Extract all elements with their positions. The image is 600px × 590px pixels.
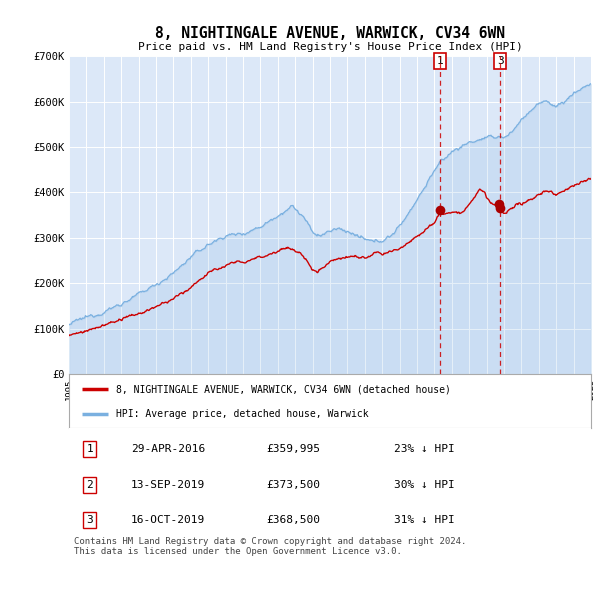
Text: 3: 3	[497, 56, 504, 66]
Text: 1: 1	[437, 56, 443, 66]
Text: 23% ↓ HPI: 23% ↓ HPI	[394, 444, 454, 454]
Text: 2: 2	[86, 480, 93, 490]
Text: £373,500: £373,500	[266, 480, 320, 490]
Text: 29-APR-2016: 29-APR-2016	[131, 444, 205, 454]
Text: 8, NIGHTINGALE AVENUE, WARWICK, CV34 6WN: 8, NIGHTINGALE AVENUE, WARWICK, CV34 6WN	[155, 26, 505, 41]
Text: 13-SEP-2019: 13-SEP-2019	[131, 480, 205, 490]
Text: Price paid vs. HM Land Registry's House Price Index (HPI): Price paid vs. HM Land Registry's House …	[137, 42, 523, 53]
Text: HPI: Average price, detached house, Warwick: HPI: Average price, detached house, Warw…	[116, 409, 368, 419]
Text: 16-OCT-2019: 16-OCT-2019	[131, 515, 205, 525]
Text: £368,500: £368,500	[266, 515, 320, 525]
Text: 31% ↓ HPI: 31% ↓ HPI	[394, 515, 454, 525]
Text: 8, NIGHTINGALE AVENUE, WARWICK, CV34 6WN (detached house): 8, NIGHTINGALE AVENUE, WARWICK, CV34 6WN…	[116, 384, 451, 394]
Text: Contains HM Land Registry data © Crown copyright and database right 2024.
This d: Contains HM Land Registry data © Crown c…	[74, 537, 467, 556]
Text: 3: 3	[86, 515, 93, 525]
Text: 1: 1	[86, 444, 93, 454]
Text: 30% ↓ HPI: 30% ↓ HPI	[394, 480, 454, 490]
Text: £359,995: £359,995	[266, 444, 320, 454]
